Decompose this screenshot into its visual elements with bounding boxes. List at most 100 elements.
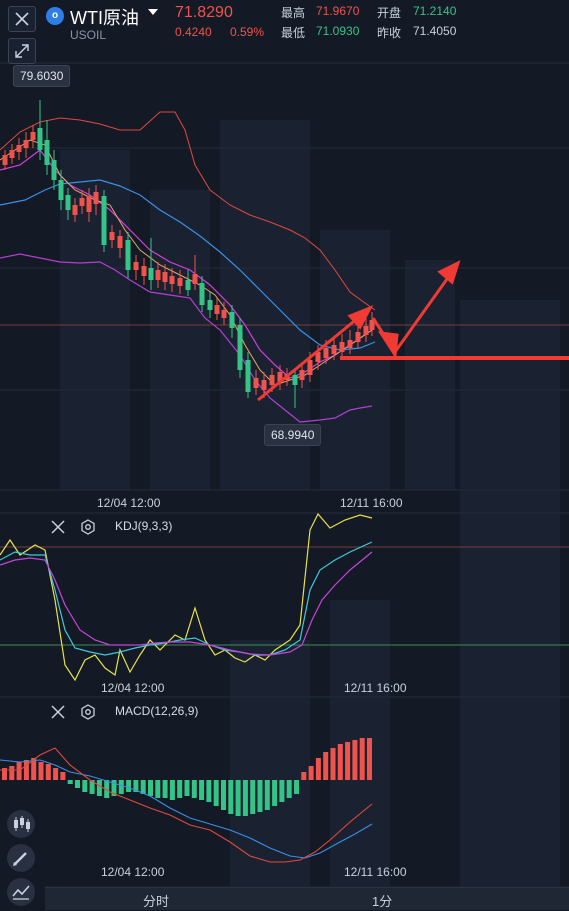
tab-time-share[interactable]: 分时 xyxy=(143,894,170,909)
macd-indicator-label: MACD(12,26,9) xyxy=(115,704,199,718)
candle-body xyxy=(16,145,22,152)
macd-bar xyxy=(162,780,168,798)
kdj-time-left: 12/04 12:00 xyxy=(101,681,165,695)
candle-body xyxy=(253,378,259,388)
low-label: 最低 xyxy=(281,26,306,40)
candle-body xyxy=(86,196,92,212)
kdj-indicator-label: KDJ(9,3,3) xyxy=(115,519,173,533)
time-axis-left: 12/04 12:00 xyxy=(97,496,161,510)
candle-body xyxy=(162,272,168,282)
high-value: 71.9670 xyxy=(316,4,360,18)
macd-bar xyxy=(23,760,29,780)
gear-icon[interactable] xyxy=(80,519,96,535)
line-chart-icon xyxy=(12,885,30,900)
candle-body xyxy=(2,155,8,165)
macd-bar xyxy=(221,780,226,810)
candle-body xyxy=(214,305,220,314)
candle-body xyxy=(72,205,78,215)
close-icon[interactable] xyxy=(50,704,66,720)
macd-bar xyxy=(96,780,102,796)
candlestick-icon xyxy=(14,816,30,832)
candle-body xyxy=(79,198,85,206)
candle-body xyxy=(192,274,198,284)
macd-bar xyxy=(323,752,329,780)
instrument-logo: o xyxy=(46,7,64,25)
candlestick-series xyxy=(2,100,375,408)
macd-bar xyxy=(75,780,80,788)
macd-bar xyxy=(213,780,219,806)
candle-body xyxy=(261,380,267,390)
macd-bar xyxy=(191,780,197,798)
candle-body xyxy=(369,320,375,330)
macd-bar xyxy=(228,780,234,814)
macd-bar xyxy=(67,780,73,784)
macd-bar xyxy=(2,768,7,780)
macd-bar xyxy=(294,780,299,794)
macd-bar xyxy=(352,740,358,780)
candle-body xyxy=(148,268,154,280)
pencil-icon xyxy=(13,852,27,866)
macd-bar xyxy=(286,780,292,798)
macd-bar xyxy=(104,780,110,798)
candle-body xyxy=(245,360,251,392)
macd-bar xyxy=(250,780,256,814)
macd-bar xyxy=(199,780,205,800)
candle-body xyxy=(269,375,275,385)
candle-body xyxy=(93,192,99,204)
macd-bar xyxy=(45,764,51,780)
macd-bar xyxy=(126,780,132,792)
candle-body xyxy=(199,283,205,305)
open-value: 71.2140 xyxy=(413,4,457,18)
candle-body xyxy=(133,262,139,270)
macd-bar xyxy=(184,780,190,796)
close-icon[interactable] xyxy=(50,519,66,535)
macd-bar xyxy=(315,758,321,780)
kdj-time-right: 12/11 16:00 xyxy=(344,681,407,695)
expand-button[interactable] xyxy=(8,38,36,64)
macd-bar xyxy=(53,768,59,780)
macd-bar xyxy=(264,780,270,810)
macd-bar xyxy=(140,780,146,794)
macd-bar xyxy=(169,780,175,800)
candle-body xyxy=(125,240,131,270)
macd-bar xyxy=(257,780,263,812)
candle-body xyxy=(355,332,361,342)
macd-time-left: 12/04 12:00 xyxy=(101,865,165,879)
candle-body xyxy=(155,270,161,280)
indicator-tool[interactable] xyxy=(7,878,35,906)
instrument-title[interactable]: WTI原油 xyxy=(70,8,139,28)
macd-bar xyxy=(82,780,88,792)
min-price-tag: 68.9940 xyxy=(264,424,322,446)
macd-bar xyxy=(345,742,351,780)
candle-body xyxy=(237,325,243,370)
candle-body xyxy=(9,150,15,158)
candle-body xyxy=(101,196,107,245)
macd-bar xyxy=(206,780,212,802)
instrument-symbol: USOIL xyxy=(70,28,107,42)
macd-bar xyxy=(330,748,336,780)
close-button[interactable] xyxy=(8,6,36,32)
macd-bar xyxy=(272,780,278,806)
candle-body xyxy=(331,345,337,354)
open-label: 开盘 xyxy=(377,6,402,20)
candle-body xyxy=(347,340,353,348)
candle-body xyxy=(292,375,298,385)
last-price: 71.8290 xyxy=(175,4,233,21)
draw-tool[interactable] xyxy=(7,844,35,872)
candle-body xyxy=(30,132,36,140)
macd-bar xyxy=(31,758,37,780)
candlestick-tool[interactable] xyxy=(7,810,35,838)
macd-bar xyxy=(367,738,372,780)
candle-body xyxy=(117,236,123,248)
candle-body xyxy=(339,342,345,352)
macd-bar xyxy=(279,780,285,802)
chevron-down-icon[interactable] xyxy=(148,9,158,15)
gear-icon[interactable] xyxy=(80,704,96,720)
macd-bar xyxy=(242,780,248,816)
macd-bar xyxy=(111,780,117,796)
close-icon xyxy=(15,12,29,26)
macd-histogram xyxy=(2,738,372,816)
tab-1min[interactable]: 1分 xyxy=(372,894,393,909)
timeframe-bar xyxy=(45,887,569,910)
